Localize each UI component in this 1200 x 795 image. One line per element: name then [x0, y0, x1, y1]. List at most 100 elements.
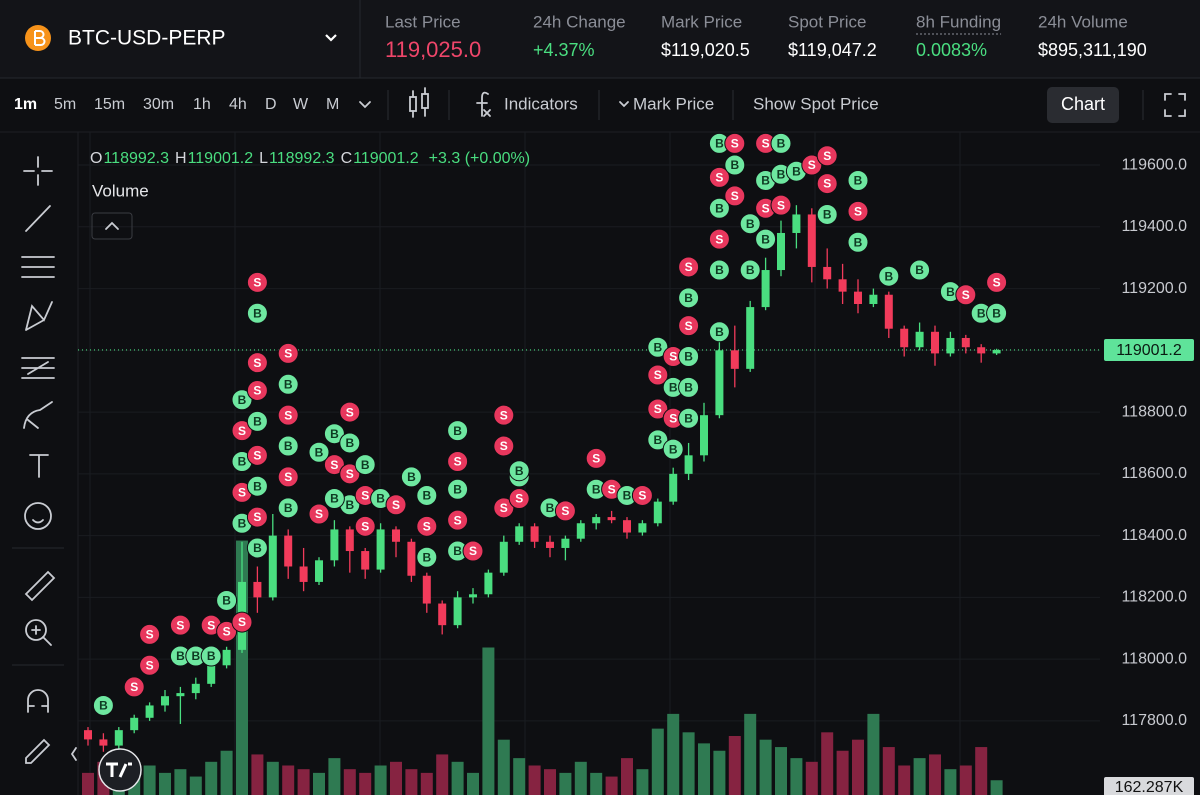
interval[interactable]: 30m: [143, 96, 174, 113]
candle-body: [792, 214, 801, 233]
candle-body: [561, 538, 570, 548]
trade-marker-label: S: [330, 458, 338, 472]
more-intervals[interactable]: [359, 101, 371, 109]
interval[interactable]: 1h: [193, 96, 211, 113]
indicators-button[interactable]: Indicators: [504, 94, 578, 113]
interval[interactable]: M: [326, 96, 339, 113]
y-tick-label: 118400.0: [1121, 527, 1187, 544]
stat-value: +4.37%: [533, 40, 595, 60]
y-tick-label: 118800.0: [1121, 403, 1187, 420]
stat-label: Last Price: [385, 12, 461, 31]
stat-label: Mark Price: [661, 12, 742, 31]
interval[interactable]: 4h: [229, 96, 247, 113]
ruler-tool[interactable]: [24, 570, 56, 602]
trade-marker: [231, 611, 253, 633]
trade-marker-label: S: [638, 489, 646, 503]
text-tool[interactable]: [29, 454, 49, 478]
volume-bar: [682, 732, 695, 795]
trade-marker: [585, 447, 607, 469]
trade-marker: [139, 654, 161, 676]
candle-type-button[interactable]: [409, 87, 429, 118]
volume-bar: [790, 758, 803, 795]
ohlc-value: 119001.2: [353, 150, 419, 167]
interval[interactable]: W: [293, 96, 309, 113]
candle-body: [823, 266, 832, 280]
candle-body: [345, 529, 354, 552]
trendline-tool[interactable]: [25, 205, 51, 232]
interval[interactable]: D: [265, 96, 277, 113]
icon: [412, 87, 426, 118]
trade-marker-label: S: [253, 356, 261, 370]
fib-tool[interactable]: [21, 256, 55, 278]
chart-button[interactable]: Chart: [1061, 94, 1105, 114]
trade-marker: [139, 623, 161, 645]
volume-bar: [698, 743, 710, 795]
trade-marker-label: B: [238, 455, 247, 469]
trade-marker-label: B: [422, 550, 431, 564]
symbol-selector[interactable]: BTC-USD-PERP: [25, 25, 337, 51]
candle-body: [361, 551, 370, 570]
volume-bar: [867, 713, 880, 795]
candle-body: [392, 529, 400, 542]
stat-label: 24h Change: [533, 12, 626, 31]
chart-button-bg[interactable]: [1047, 87, 1119, 123]
candle-body: [761, 270, 770, 308]
spot-toggle[interactable]: Show Spot Price: [753, 94, 879, 113]
trade-marker-label: B: [823, 208, 832, 222]
interval[interactable]: 1m: [14, 96, 37, 113]
interval[interactable]: 5m: [54, 96, 76, 113]
candle-body: [777, 232, 785, 271]
trade-marker-label: B: [453, 482, 462, 496]
price-type-button[interactable]: Mark Price: [633, 94, 714, 113]
trade-marker: [277, 435, 299, 457]
candle-body: [869, 294, 878, 305]
crosshair-tool[interactable]: [23, 156, 53, 186]
trade-marker-label: S: [561, 504, 569, 518]
collapse-button[interactable]: [91, 212, 133, 240]
scroll-left[interactable]: [70, 747, 77, 761]
volume-bar: [805, 761, 818, 795]
candle-body: [315, 560, 323, 582]
brush-tool[interactable]: [23, 401, 53, 429]
pattern-tool[interactable]: [25, 301, 53, 331]
volume-bar: [528, 765, 541, 795]
candle-body: [222, 649, 231, 666]
candle-body: [715, 350, 724, 416]
trade-marker: [662, 438, 684, 460]
trade-marker: [216, 589, 238, 611]
lock-tool[interactable]: [25, 738, 51, 764]
fullscreen-button[interactable]: [1164, 93, 1186, 117]
candle-body: [453, 597, 462, 626]
trade-marker: [277, 404, 299, 426]
trade-marker-label: B: [345, 498, 354, 512]
trade-marker-label: B: [730, 158, 739, 172]
forecast-tool[interactable]: [21, 357, 55, 379]
candle-body: [284, 535, 293, 567]
fx-icon: [476, 91, 491, 117]
magnet-tool[interactable]: [27, 689, 49, 713]
trade-marker: [339, 401, 361, 423]
volume-bar: [451, 761, 464, 795]
trade-marker-label: B: [715, 137, 724, 151]
volume-bar: [251, 754, 264, 795]
emoji-tool[interactable]: [24, 502, 52, 530]
volume-bar: [713, 750, 726, 795]
trade-marker: [493, 435, 515, 457]
volume-bar: [929, 754, 941, 795]
logo-glyph: [106, 762, 132, 778]
trade-marker-label: B: [376, 492, 385, 506]
candle-body: [915, 331, 924, 348]
zoom-tool[interactable]: [25, 619, 47, 641]
trade-marker-label: B: [884, 269, 893, 283]
trade-marker: [339, 432, 361, 454]
trade-marker-label: S: [500, 501, 508, 515]
trade-marker: [169, 614, 191, 636]
volume-bar: [189, 776, 202, 795]
trade-marker-label: B: [746, 217, 755, 231]
interval[interactable]: 15m: [94, 96, 125, 113]
chevron: [105, 221, 119, 230]
candle-body: [376, 529, 385, 570]
trade-marker: [647, 336, 669, 358]
trade-marker-label: S: [130, 680, 138, 694]
trade-marker-label: S: [762, 201, 770, 215]
